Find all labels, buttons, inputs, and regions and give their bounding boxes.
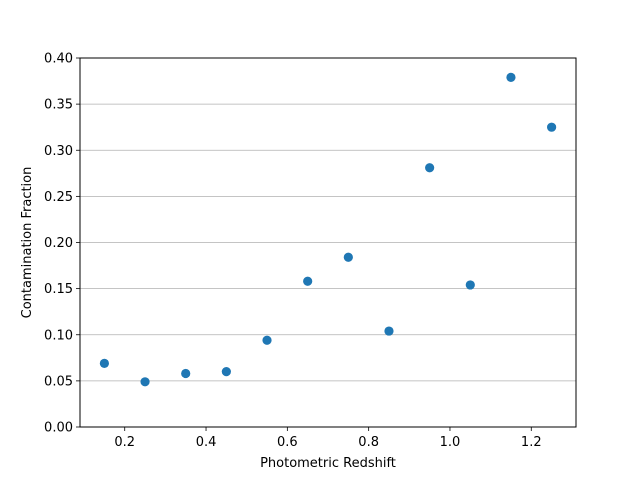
data-point bbox=[262, 335, 272, 345]
x-tick-label: 0.8 bbox=[358, 435, 379, 450]
plot-frame bbox=[79, 57, 577, 428]
y-tick-label: 0.15 bbox=[44, 282, 73, 297]
data-point bbox=[99, 358, 109, 368]
y-tick-label: 0.30 bbox=[44, 144, 73, 159]
data-point bbox=[384, 326, 394, 336]
data-point bbox=[140, 377, 150, 387]
data-point bbox=[303, 276, 313, 286]
y-tick-label: 0.20 bbox=[44, 236, 73, 251]
data-point bbox=[547, 122, 557, 132]
x-tick-label: 0.4 bbox=[196, 435, 217, 450]
data-point bbox=[181, 368, 191, 379]
data-point bbox=[506, 72, 516, 82]
x-tick-label: 0.6 bbox=[277, 435, 298, 450]
x-axis-label: Photometric Redshift bbox=[260, 456, 396, 471]
data-point bbox=[221, 367, 231, 377]
y-axis-label: Contamination Fraction bbox=[20, 167, 35, 319]
y-tick-label: 0.10 bbox=[44, 328, 73, 343]
y-tick-label: 0.40 bbox=[44, 52, 73, 67]
data-point bbox=[425, 163, 435, 173]
y-tick-label: 0.25 bbox=[44, 190, 73, 205]
y-tick-label: 0.05 bbox=[44, 374, 73, 389]
grid-lines bbox=[80, 57, 576, 428]
y-tick-label: 0.00 bbox=[44, 421, 73, 436]
x-tick-label: 1.0 bbox=[440, 435, 461, 450]
data-point bbox=[343, 252, 353, 262]
data-point bbox=[465, 280, 475, 290]
y-tick-label: 0.35 bbox=[44, 98, 73, 113]
x-tick-label: 0.2 bbox=[114, 435, 135, 450]
x-tick-label: 1.2 bbox=[521, 435, 542, 450]
data-points bbox=[99, 72, 557, 387]
axis-ticks: 0.00 0.05 0.10 0.15 0.20 0.25 0.30 0.35 0.40 0.2 0… bbox=[44, 52, 542, 451]
